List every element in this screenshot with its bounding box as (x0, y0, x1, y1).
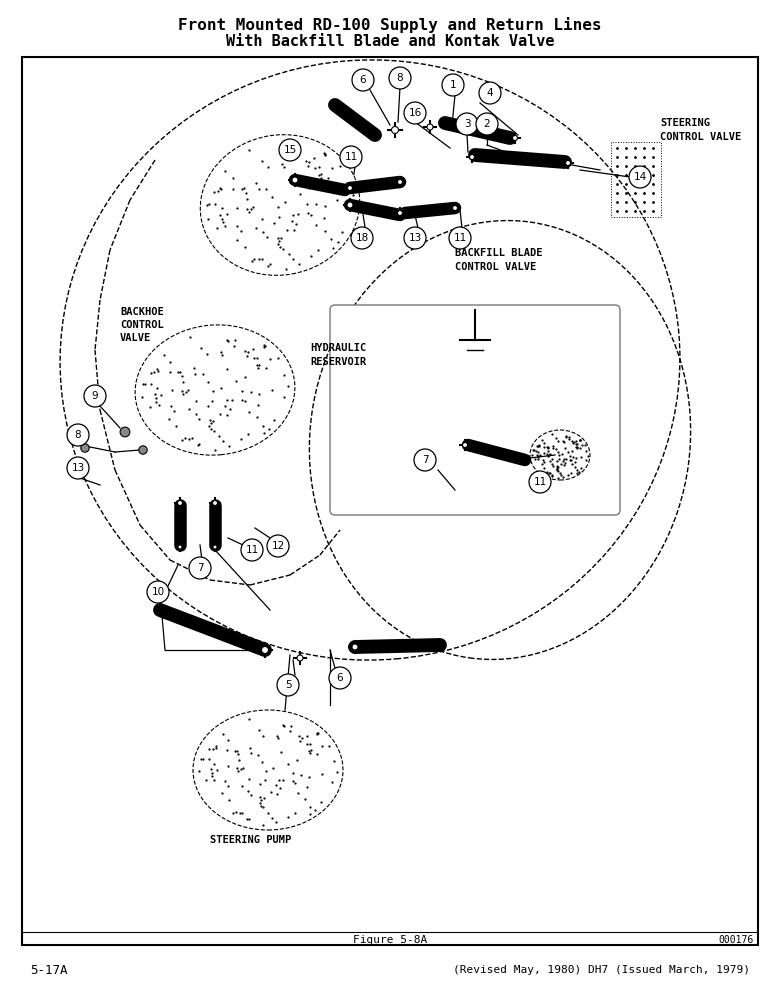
Text: Figure 5-8A: Figure 5-8A (353, 935, 427, 945)
Text: 1: 1 (450, 80, 456, 90)
Text: 18: 18 (356, 233, 369, 243)
Circle shape (351, 227, 373, 249)
Circle shape (442, 74, 464, 96)
Circle shape (67, 457, 89, 479)
Circle shape (352, 644, 358, 650)
Circle shape (352, 69, 374, 91)
Circle shape (139, 446, 147, 454)
Circle shape (427, 124, 433, 130)
Ellipse shape (135, 325, 295, 455)
Text: (Revised May, 1980) DH7 (Issued March, 1979): (Revised May, 1980) DH7 (Issued March, 1… (453, 965, 750, 975)
Ellipse shape (200, 135, 360, 275)
Circle shape (81, 444, 89, 452)
Text: 7: 7 (197, 563, 204, 573)
Text: 6: 6 (360, 75, 367, 85)
Circle shape (347, 202, 353, 208)
Text: Front Mounted RD-100 Supply and Return Lines: Front Mounted RD-100 Supply and Return L… (179, 17, 601, 33)
Circle shape (398, 180, 402, 184)
Text: STEERING PUMP: STEERING PUMP (210, 835, 291, 845)
Text: 13: 13 (409, 233, 422, 243)
Circle shape (178, 500, 183, 506)
Text: 6: 6 (337, 673, 343, 683)
Text: 12: 12 (271, 541, 285, 551)
Circle shape (456, 113, 478, 135)
Text: 4: 4 (487, 88, 493, 98)
Circle shape (392, 126, 399, 133)
Ellipse shape (193, 710, 343, 830)
Text: 7: 7 (422, 455, 428, 465)
Circle shape (241, 539, 263, 561)
Text: 11: 11 (246, 545, 259, 555)
Text: 5: 5 (285, 680, 291, 690)
Circle shape (512, 135, 517, 140)
Circle shape (261, 647, 268, 654)
Circle shape (479, 82, 501, 104)
Circle shape (147, 581, 169, 603)
Circle shape (292, 177, 298, 183)
Text: HYDRAULIC
RESERVOIR: HYDRAULIC RESERVOIR (310, 343, 367, 367)
Text: With Backfill Blade and Kontak Valve: With Backfill Blade and Kontak Valve (225, 34, 555, 49)
Circle shape (414, 449, 436, 471)
Circle shape (452, 206, 458, 211)
Text: 11: 11 (345, 152, 357, 162)
Text: 11: 11 (453, 233, 466, 243)
Circle shape (212, 500, 218, 506)
Text: 5-17A: 5-17A (30, 964, 68, 976)
Text: 16: 16 (409, 108, 422, 118)
Circle shape (389, 67, 411, 89)
Text: 14: 14 (633, 172, 647, 182)
Circle shape (189, 557, 211, 579)
Circle shape (629, 166, 651, 188)
Circle shape (476, 113, 498, 135)
Text: BACKHOE
CONTROL
VALVE: BACKHOE CONTROL VALVE (120, 307, 164, 343)
Circle shape (340, 146, 362, 168)
Circle shape (267, 535, 289, 557)
FancyBboxPatch shape (330, 305, 620, 515)
Circle shape (84, 385, 106, 407)
Ellipse shape (530, 430, 590, 480)
Circle shape (404, 227, 426, 249)
Circle shape (279, 139, 301, 161)
Text: BACKFILL BLADE
CONTROL VALVE: BACKFILL BLADE CONTROL VALVE (455, 248, 543, 272)
Circle shape (297, 655, 303, 661)
Circle shape (120, 427, 130, 437)
Text: 8: 8 (397, 73, 403, 83)
Text: 3: 3 (463, 119, 470, 129)
Circle shape (329, 667, 351, 689)
Text: 8: 8 (75, 430, 81, 440)
Circle shape (277, 674, 299, 696)
Circle shape (67, 424, 89, 446)
Circle shape (398, 211, 402, 216)
Text: 11: 11 (534, 477, 547, 487)
Text: 15: 15 (283, 145, 296, 155)
Text: 000176: 000176 (718, 935, 754, 945)
Circle shape (213, 545, 217, 549)
Text: 2: 2 (484, 119, 491, 129)
Circle shape (566, 160, 570, 165)
Circle shape (529, 471, 551, 493)
Text: 9: 9 (92, 391, 98, 401)
Text: 10: 10 (151, 587, 165, 597)
Circle shape (404, 102, 426, 124)
Bar (611, 142, 661, 217)
Text: 13: 13 (72, 463, 84, 473)
Circle shape (178, 545, 182, 549)
Text: STEERING
CONTROL VALVE: STEERING CONTROL VALVE (660, 118, 741, 142)
Bar (22, 57, 758, 945)
Circle shape (463, 442, 467, 448)
Circle shape (470, 154, 474, 159)
Circle shape (348, 186, 353, 190)
Circle shape (449, 227, 471, 249)
